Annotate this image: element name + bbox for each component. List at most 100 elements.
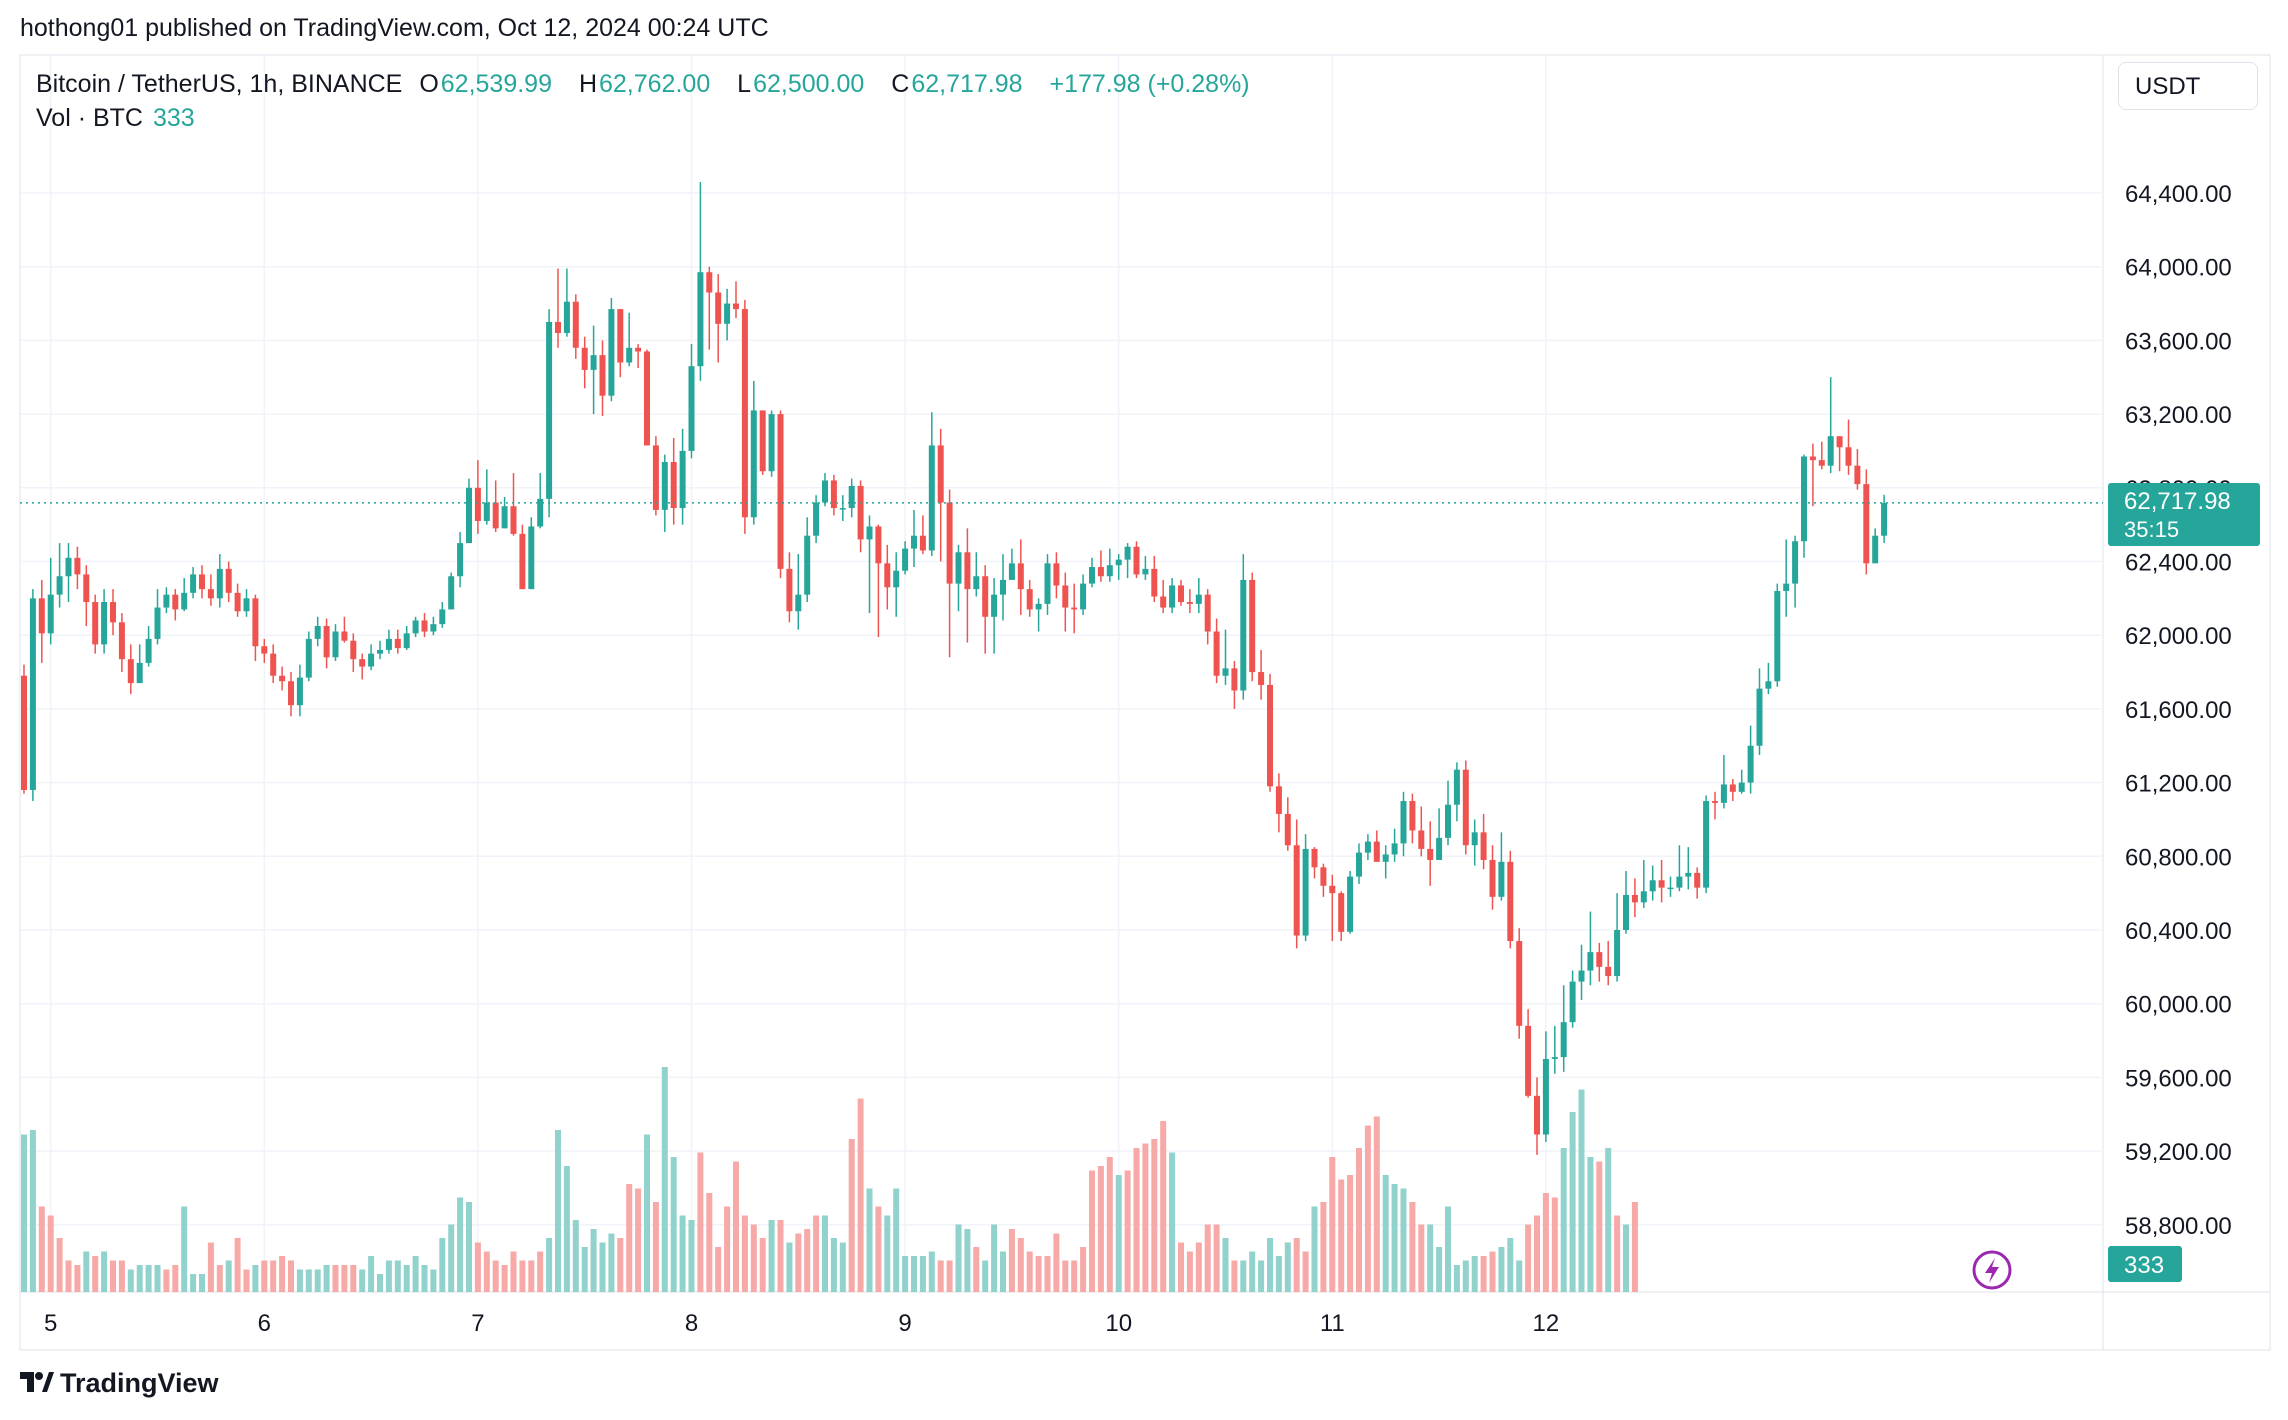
candle (786, 552, 793, 623)
candle (1222, 629, 1229, 685)
candle (136, 644, 143, 684)
candle (1000, 554, 1006, 621)
volume-bar (608, 1233, 615, 1292)
candle (697, 181, 704, 381)
candle (261, 638, 268, 663)
change-value: +177.98 (+0.28%) (1049, 70, 1250, 98)
candle (1258, 649, 1265, 700)
candle-body (1445, 804, 1451, 838)
candle-body (839, 508, 846, 510)
candle (323, 618, 330, 669)
candle-body (1489, 859, 1496, 897)
candle (1124, 543, 1131, 579)
candle-body (688, 366, 695, 451)
candle-body (65, 557, 72, 577)
candle (65, 543, 72, 603)
candle (1471, 819, 1478, 866)
candle (688, 344, 695, 459)
candle (1080, 574, 1087, 615)
volume-bar (724, 1206, 731, 1292)
volume-bar (1311, 1206, 1318, 1292)
candle-body (617, 309, 624, 363)
candle (1240, 554, 1247, 700)
candle-body (1382, 854, 1389, 862)
candle (1320, 863, 1327, 897)
candle-body (884, 563, 891, 588)
candle (1142, 555, 1149, 580)
candle (101, 589, 108, 654)
candle (706, 266, 713, 350)
volume-bar (1418, 1224, 1425, 1292)
volume-bar (750, 1224, 757, 1292)
volume-bar (252, 1265, 259, 1292)
candle-body (537, 498, 544, 527)
candle (1329, 874, 1336, 942)
candle-body (1213, 631, 1220, 676)
volume-bar (670, 1157, 677, 1292)
candle (875, 524, 882, 638)
price-axis[interactable]: 64,400.0064,000.0063,600.0063,200.0062,8… (2125, 181, 2232, 1240)
volume-bar (305, 1269, 312, 1292)
volume-bar (483, 1251, 490, 1292)
candle-body (1792, 541, 1799, 584)
low-value: 62,500.00 (753, 70, 865, 98)
volume-bar (181, 1206, 188, 1292)
volume-bar (56, 1238, 63, 1292)
volume-bar (839, 1242, 846, 1292)
candle (1035, 598, 1042, 632)
candle-body (314, 625, 321, 639)
candle-body (1329, 885, 1336, 894)
lightning-icon[interactable] (1972, 1250, 2012, 1290)
candle (1071, 583, 1078, 634)
candle-body (368, 653, 375, 667)
candle-body (332, 631, 339, 658)
candle (412, 616, 419, 638)
candle-body (1614, 930, 1621, 977)
candle (1605, 941, 1612, 986)
candle-body (937, 445, 944, 503)
candle-body (403, 633, 410, 649)
volume-bar (385, 1260, 392, 1292)
candle-body (83, 574, 90, 603)
candle (1525, 1009, 1532, 1098)
candle (92, 594, 99, 654)
candle (537, 473, 544, 529)
candle (902, 541, 909, 575)
candle-body (305, 638, 312, 678)
volume-bar (991, 1224, 998, 1292)
currency-button[interactable]: USDT (2118, 62, 2258, 110)
candle (822, 473, 828, 507)
candle (893, 552, 900, 617)
tradingview-logo[interactable]: TradingView (20, 1368, 219, 1399)
volume-legend: Vol · BTC 333 (36, 104, 195, 133)
candle-body (510, 506, 517, 534)
candle-body (563, 301, 570, 334)
volume-bar (1631, 1202, 1638, 1292)
volume-bar (1409, 1202, 1416, 1292)
volume-bar (1213, 1224, 1220, 1292)
candle (1445, 780, 1451, 846)
volume-label[interactable]: Vol · BTC (36, 104, 143, 132)
candle (243, 589, 250, 617)
candle (919, 515, 926, 555)
candle (56, 543, 63, 608)
symbol-title[interactable]: Bitcoin / TetherUS, 1h, BINANCE (36, 70, 403, 98)
volume-bar (1551, 1197, 1558, 1292)
volume-bar (1115, 1175, 1122, 1292)
volume-bar (1160, 1121, 1167, 1292)
candle-body (875, 526, 882, 564)
volume-bar (1089, 1170, 1095, 1292)
candle (1747, 725, 1754, 794)
volume-bar (466, 1202, 472, 1292)
volume-bar (457, 1197, 464, 1292)
volume-bar (866, 1188, 873, 1292)
candle-body (181, 592, 188, 610)
volume-bar (1427, 1224, 1434, 1292)
candle (813, 495, 820, 544)
candle-body (1623, 894, 1629, 930)
time-axis[interactable]: 5 6 7 8 9 10 11 12 (44, 1310, 1559, 1337)
candle (1089, 557, 1095, 588)
volume-bar (1204, 1224, 1211, 1292)
candle-body (1471, 832, 1478, 846)
